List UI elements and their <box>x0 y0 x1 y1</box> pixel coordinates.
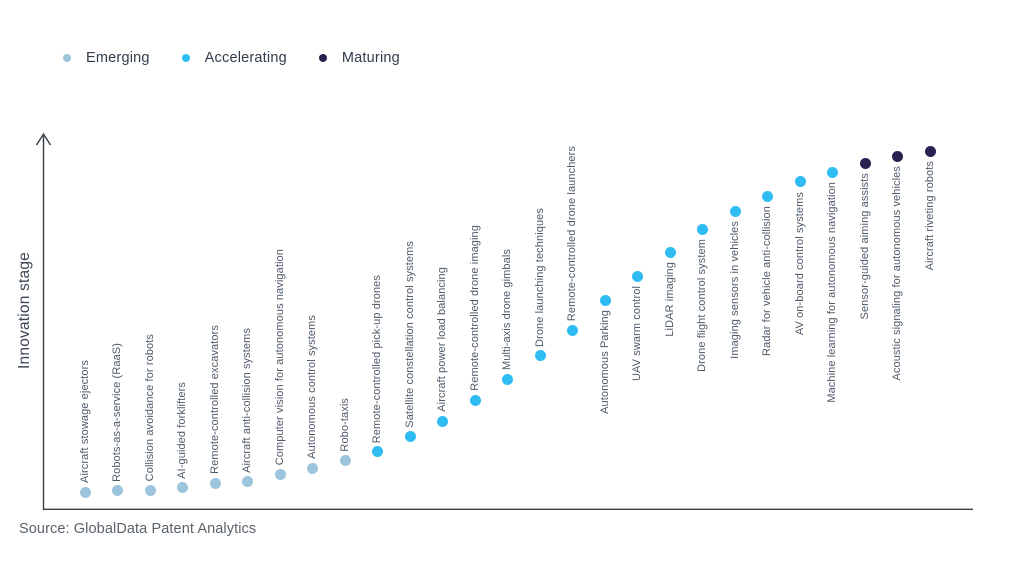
data-point-dot <box>307 462 318 474</box>
data-point-dot <box>177 482 188 494</box>
data-point-label: Drone flight control system <box>696 239 708 373</box>
legend-item-maturing: Maturing <box>318 50 400 66</box>
legend: Emerging Accelerating Maturing <box>63 50 400 66</box>
data-point-dot <box>697 223 708 235</box>
data-point-label: LiDAR imaging <box>663 262 676 337</box>
data-point-label: Radar for vehicle anti-collision <box>761 206 773 357</box>
data-point-dot <box>762 190 773 202</box>
data-point-dot <box>632 270 643 282</box>
data-point-dot <box>209 477 221 489</box>
maturing-dot-icon <box>318 54 327 62</box>
data-point-dot <box>502 373 513 385</box>
data-point-dot <box>339 455 351 466</box>
data-point-label: Acoustic signaling for autonomous vehicl… <box>891 166 903 381</box>
data-point-label: Remote-controlled excavators <box>208 325 221 474</box>
data-point-label: Aircraft power load balancing <box>436 267 448 413</box>
data-point-label: Sensor-guided aiming assists <box>858 173 871 320</box>
source-note: Source: GlobalData Patent Analytics <box>19 521 257 537</box>
data-point-dot <box>729 205 741 217</box>
data-point-dot <box>437 415 448 427</box>
data-point-dot <box>144 484 156 496</box>
y-axis-title: Innovation stage <box>16 252 33 369</box>
data-point-dot <box>469 394 481 406</box>
legend-label-accelerating: Accelerating <box>204 50 287 66</box>
data-point-label: UAV swarm control <box>631 286 643 382</box>
data-point-label: Remote-controlled drone imaging <box>468 225 481 392</box>
data-point-label: Computer vision for autonomous navigatio… <box>273 248 286 465</box>
data-point-dot <box>534 350 546 362</box>
data-point-dot <box>794 176 806 188</box>
data-point-label: Robots-as-a-service (RaaS) <box>111 342 123 482</box>
data-point-dot <box>827 166 838 178</box>
legend-label-maturing: Maturing <box>341 50 400 66</box>
data-point-label: Aircraft riveting robots <box>923 161 936 271</box>
emerging-dot-icon <box>63 54 71 62</box>
legend-label-emerging: Emerging <box>86 50 150 66</box>
data-point-label: Imaging sensors in vehicles <box>728 221 741 359</box>
y-axis-arrow-icon <box>35 132 52 146</box>
legend-item-emerging: Emerging <box>63 50 150 66</box>
data-point-label: Autonomous control systems <box>306 315 318 459</box>
data-point-label: Machine learning for autonomous navigati… <box>826 182 838 403</box>
data-point-dot <box>924 145 936 157</box>
data-point-label: AI-guided forklifters <box>176 382 188 479</box>
data-point-label: Satellite constellation control systems <box>403 241 416 428</box>
data-point-dot <box>892 150 903 162</box>
data-point-label: Multi-axis drone gimbals <box>501 249 513 371</box>
data-point-label: Robo-taxis <box>338 397 351 452</box>
data-point-dot <box>404 431 416 443</box>
data-point-dot <box>372 446 383 458</box>
data-point-dot <box>567 324 578 336</box>
data-point-label: Aircraft anti-collision systems <box>241 327 253 473</box>
data-point-label: Aircraft stowage ejectors <box>78 360 91 483</box>
data-point-dot <box>79 486 91 498</box>
data-point-dot <box>859 157 871 169</box>
data-point-dot <box>112 485 123 497</box>
data-point-dot <box>242 476 253 488</box>
data-point-label: Drone launching techniques <box>533 207 546 347</box>
data-point-label: Autonomous Parking <box>598 310 611 414</box>
data-point-dot <box>274 468 286 480</box>
data-point-label: Remote-controlled pick-up drones <box>371 274 383 443</box>
data-point-label: Collision avoidance for robots <box>143 333 156 482</box>
data-point-label: Remote-controlled drone launchers <box>566 145 578 321</box>
data-point-label: AV on-board control systems <box>793 191 806 335</box>
legend-item-accelerating: Accelerating <box>181 50 287 66</box>
data-point-dot <box>664 246 676 258</box>
accelerating-dot-icon <box>181 54 190 62</box>
data-point-dot <box>599 294 611 306</box>
